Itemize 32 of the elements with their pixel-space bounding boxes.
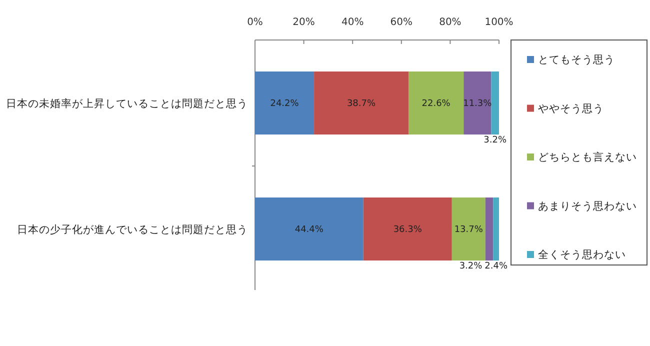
y-tick-label: 日本の少子化が進んでいることは問題だと思う [17,223,248,236]
legend-label: ややそう思う [538,102,604,115]
x-tick-label: 0% [247,17,263,28]
x-tick-label: 60% [390,17,413,28]
data-label: 3.2% [484,136,507,146]
data-label: 38.7% [346,99,376,109]
x-tick-label: 80% [439,17,462,28]
data-label: 44.4% [294,225,324,235]
bar [255,72,314,134]
data-label: 24.2% [270,99,300,109]
bar [452,198,486,260]
data-label: 2.4% [484,262,508,272]
data-label: 36.3% [393,225,422,235]
bar [464,72,492,134]
bar [491,72,499,134]
data-label: 13.7% [454,225,484,235]
data-label: 22.6% [422,99,451,109]
legend-label: 全くそう思わない [538,249,626,261]
x-tick-label: 40% [341,17,364,28]
legend-label: どちらとも言えない [538,150,637,164]
x-tick-label: 20% [292,17,315,28]
bar [363,198,452,260]
bar [485,198,494,260]
y-tick-label: 日本の未婚率が上昇していることは問題だと思う [6,97,248,110]
bar [314,72,408,134]
bar [255,198,364,260]
bar [408,72,464,134]
bar [493,198,499,260]
legend-label: あまりそう思わない [538,200,637,212]
data-label: 3.2% [459,262,483,272]
x-tick-label: 100% [484,17,514,28]
legend-label: とてもそう思う [538,54,615,66]
